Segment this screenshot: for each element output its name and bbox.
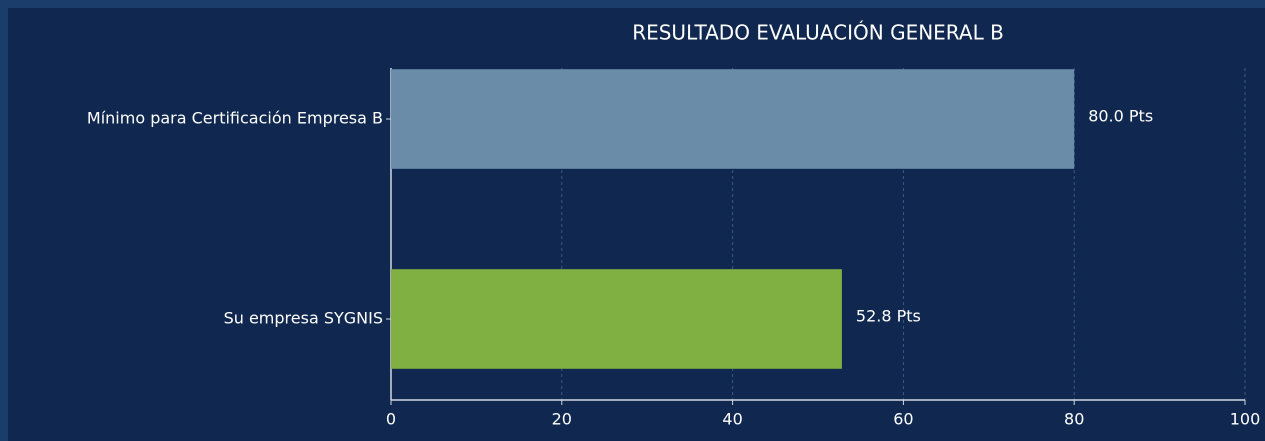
value-label: 80.0 Pts	[1088, 107, 1153, 126]
x-tick-label: 40	[722, 410, 742, 429]
x-tick-label: 80	[1064, 410, 1084, 429]
x-tick-label: 60	[893, 410, 913, 429]
value-label: 52.8 Pts	[856, 307, 921, 326]
y-tick-label: Su empresa SYGNIS	[224, 309, 383, 328]
x-tick-label: 20	[552, 410, 572, 429]
x-tick-label: 0	[386, 410, 396, 429]
y-tick-label: Mínimo para Certificación Empresa B	[87, 109, 383, 128]
bar	[391, 69, 1075, 169]
chart-title: RESULTADO EVALUACIÓN GENERAL B	[632, 21, 1004, 45]
x-tick-label: 100	[1230, 410, 1261, 429]
bar	[391, 269, 842, 369]
